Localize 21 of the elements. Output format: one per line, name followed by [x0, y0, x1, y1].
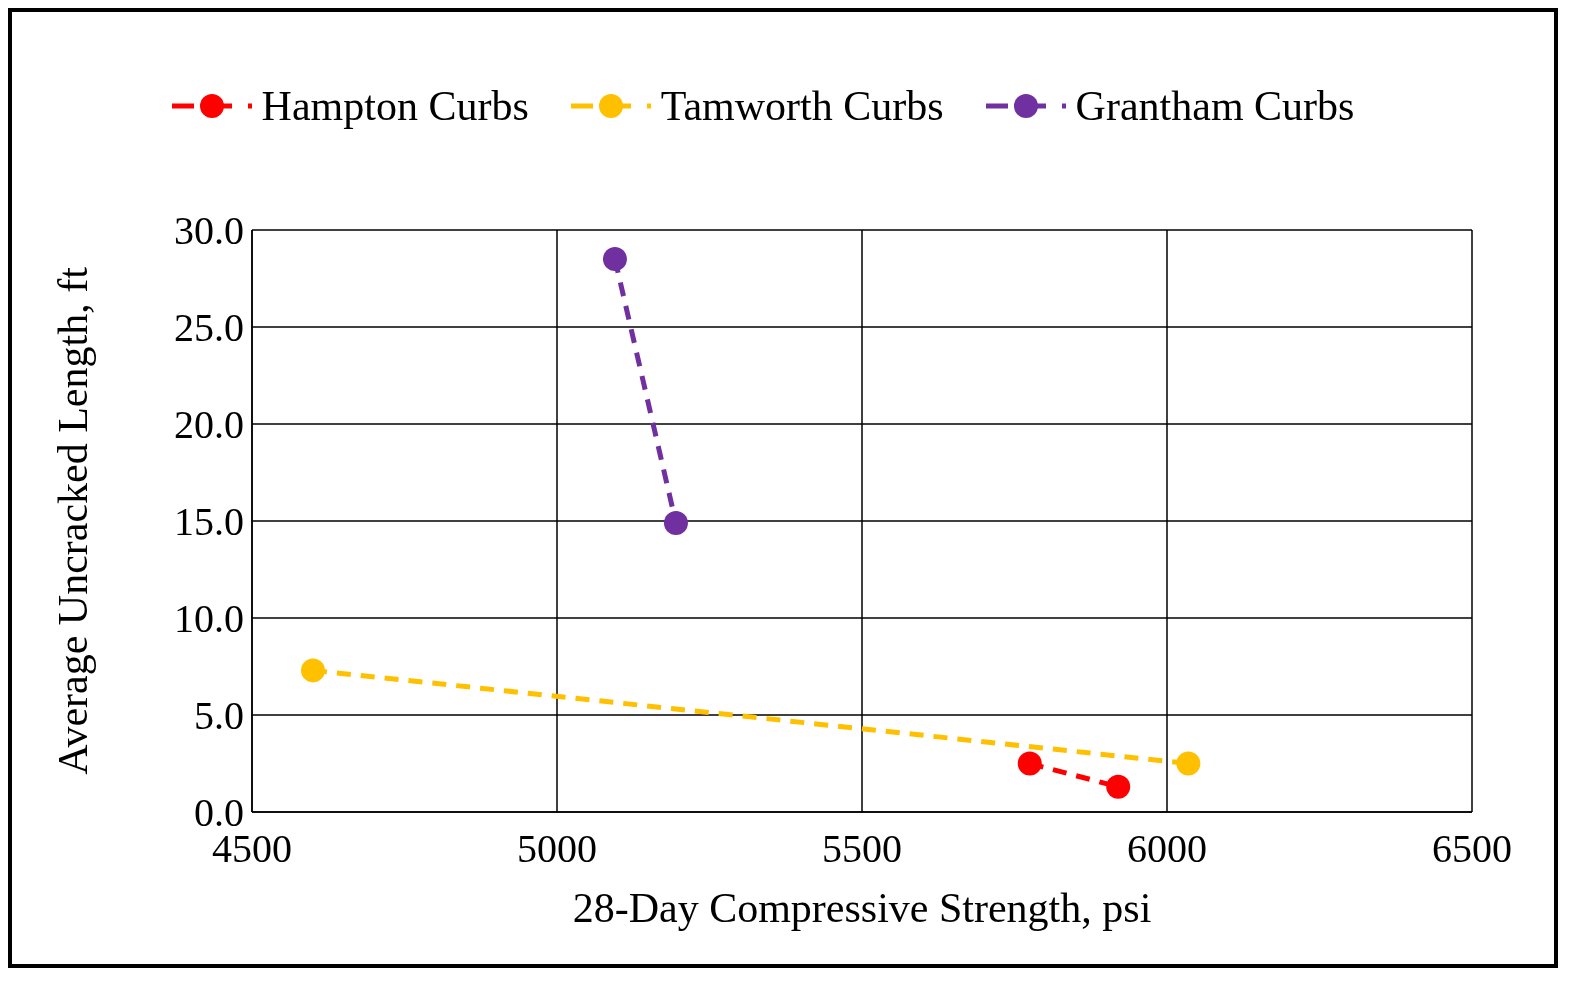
legend-label: Hampton Curbs	[261, 82, 529, 130]
point	[663, 510, 688, 535]
x-tick-label: 6000	[1127, 826, 1207, 872]
x-axis-title: 28-Day Compressive Strength, psi	[572, 885, 1152, 931]
y-tick-label: 20.0	[174, 402, 244, 448]
point	[1017, 751, 1042, 776]
y-tick-label: 25.0	[174, 305, 244, 351]
x-tick-label: 6500	[1432, 826, 1512, 872]
y-tick-label: 30.0	[174, 208, 244, 254]
x-tick-label: 5500	[822, 826, 902, 872]
y-tick-label: 15.0	[174, 499, 244, 545]
y-tick-label: 10.0	[174, 596, 244, 642]
y-axis-title: Average Uncracked Length, ft	[49, 266, 96, 775]
point	[1176, 751, 1201, 776]
point	[301, 658, 325, 683]
y-tick-label: 5.0	[194, 693, 244, 739]
point	[1106, 774, 1131, 799]
point	[602, 247, 627, 272]
legend-label: Grantham Curbs	[1075, 82, 1355, 130]
legend-label: Tamworth Curbs	[660, 82, 944, 130]
x-tick-label: 5000	[517, 826, 597, 872]
